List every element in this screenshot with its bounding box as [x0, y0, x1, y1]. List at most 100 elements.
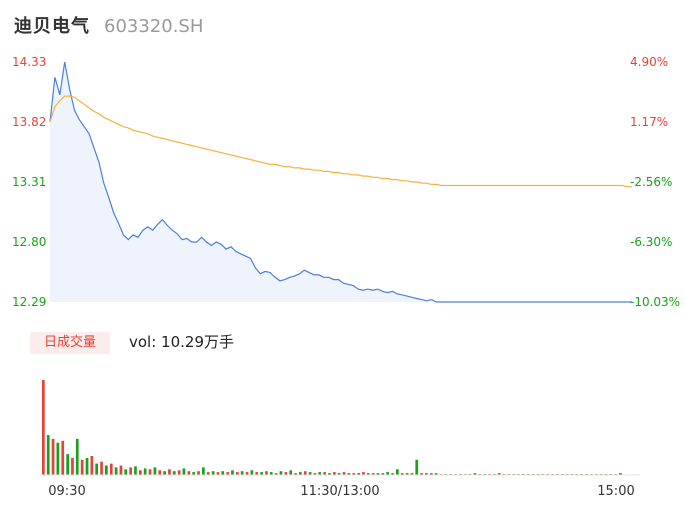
volume-bar	[308, 472, 312, 475]
x-tick-label: 15:00	[597, 484, 634, 499]
volume-bar	[245, 472, 249, 475]
volume-bar	[289, 470, 293, 476]
volume-bar	[333, 472, 336, 475]
volume-bar	[119, 465, 123, 475]
volume-bar	[143, 468, 147, 476]
price-line	[49, 61, 632, 303]
volume-bar	[328, 473, 331, 475]
y-tick-right: -10.03%	[630, 295, 680, 309]
volume-bar	[182, 468, 186, 476]
volume-bar	[323, 472, 326, 475]
volume-bar	[158, 470, 162, 476]
volume-bar	[279, 471, 283, 475]
volume-bar	[391, 473, 394, 475]
volume-bar	[366, 473, 370, 475]
volume-bar	[619, 473, 622, 475]
volume-bar	[105, 465, 108, 475]
volume-bar	[114, 467, 118, 475]
y-tick-right: -6.30%	[630, 235, 672, 249]
volume-bar	[265, 471, 268, 475]
average-price-line	[49, 95, 632, 188]
volume-bar	[352, 473, 356, 475]
x-tick-label: 09:30	[48, 484, 85, 499]
volume-bar	[371, 473, 375, 475]
volume-bar	[46, 435, 50, 475]
volume-bar	[124, 469, 128, 475]
volume-bar	[473, 473, 477, 475]
volume-bar	[61, 440, 65, 475]
volume-bar	[202, 467, 205, 475]
volume-readout: vol: 10.29万手	[129, 333, 234, 351]
volume-bar	[95, 463, 98, 475]
volume-bar	[269, 472, 273, 475]
volume-bar	[90, 456, 94, 475]
volume-bar	[410, 473, 414, 475]
y-tick-right: 1.17%	[630, 115, 668, 129]
volume-bar	[376, 473, 380, 475]
volume-bar	[139, 470, 142, 476]
volume-bar	[211, 471, 215, 475]
y-tick-right: -2.56%	[630, 175, 672, 189]
volume-bar	[192, 472, 195, 475]
volume-bar	[216, 472, 220, 475]
volume-bar	[231, 470, 234, 476]
volume-bar	[236, 472, 239, 475]
y-tick-left: 13.31	[12, 175, 46, 189]
volume-bar	[415, 459, 419, 475]
volume-bar	[313, 473, 317, 475]
volume-bar	[318, 472, 322, 475]
daily-volume-tag[interactable]: 日成交量	[30, 332, 110, 354]
volume-bar	[347, 473, 351, 475]
volume-bar	[221, 471, 225, 475]
volume-bar	[42, 380, 45, 475]
stock-name: 迪贝电气	[14, 16, 90, 37]
volume-bar	[226, 472, 229, 475]
y-tick-left: 12.80	[12, 235, 46, 249]
volume-bar	[362, 472, 365, 475]
volume-bar	[134, 466, 137, 475]
volume-bar	[129, 467, 132, 475]
volume-bar	[80, 459, 84, 475]
volume-bar	[284, 472, 288, 475]
volume-bar	[197, 471, 200, 475]
volume-bar	[386, 472, 389, 475]
volume-bar	[430, 473, 433, 475]
volume-bar	[274, 473, 278, 475]
volume-bar	[148, 469, 152, 475]
price-area-fill	[50, 62, 632, 302]
volume-bar	[396, 469, 399, 475]
volume-bar	[75, 438, 79, 475]
volume-bar	[100, 461, 103, 475]
volume-bar	[71, 457, 74, 475]
volume-bar	[425, 473, 428, 475]
volume-bar	[168, 469, 171, 475]
volume-bar	[250, 470, 254, 476]
volume-bar	[153, 467, 157, 475]
y-tick-right: 4.90%	[630, 55, 668, 69]
y-tick-left: 12.29	[12, 295, 46, 309]
volume-bar	[66, 454, 69, 475]
volume-bar	[299, 472, 302, 475]
volume-bar	[255, 472, 259, 475]
volume-bar	[357, 473, 360, 475]
volume-bar	[294, 473, 297, 475]
volume-bar	[85, 457, 89, 475]
volume-bar	[497, 473, 501, 475]
stock-code: 603320.SH	[104, 16, 204, 37]
volume-bar	[163, 471, 166, 475]
volume-bar	[206, 472, 210, 475]
volume-bar	[337, 473, 341, 475]
volume-bar	[420, 473, 423, 475]
volume-bar	[109, 463, 113, 475]
volume-bar	[56, 442, 60, 475]
y-tick-left: 14.33	[12, 55, 46, 69]
volume-bar	[240, 471, 244, 475]
volume-bar	[51, 438, 55, 475]
y-tick-left: 13.82	[12, 115, 46, 129]
volume-bar	[400, 473, 404, 475]
x-tick-label: 11:30/13:00	[300, 484, 379, 499]
stock-header: 迪贝电气 603320.SH	[14, 12, 203, 40]
volume-bar	[303, 471, 307, 475]
volume-bar	[434, 473, 438, 475]
